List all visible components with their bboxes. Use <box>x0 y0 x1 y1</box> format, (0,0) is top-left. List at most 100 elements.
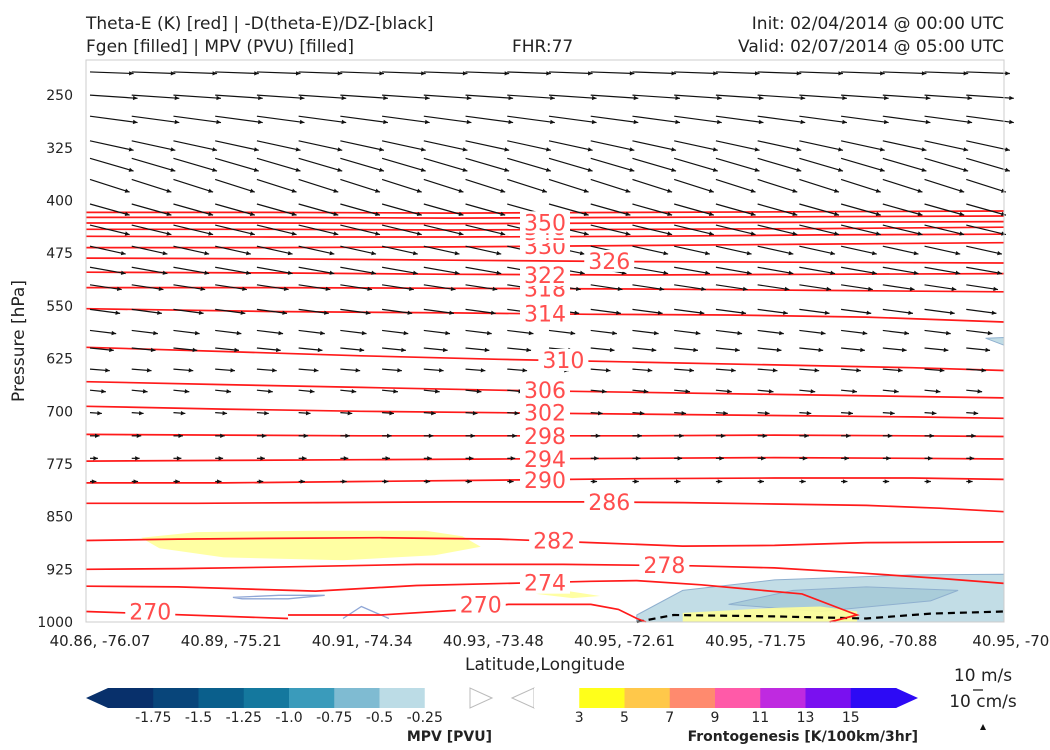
theta-e-contour-274-2 <box>85 579 860 623</box>
wind-vector-head <box>341 119 347 125</box>
wind-vector-head <box>425 479 431 484</box>
wind-vector-head <box>908 310 913 315</box>
wind-vector-head <box>1000 188 1006 193</box>
wind-vector-head <box>397 368 402 373</box>
wind-vector-shaft <box>423 266 460 275</box>
wind-vector-head <box>217 479 222 484</box>
wind-vector-head <box>949 310 955 315</box>
wind-vector-head <box>963 167 969 172</box>
wind-vector-shaft <box>340 140 385 151</box>
wind-vector-shaft <box>882 203 923 216</box>
wind-vector-head <box>868 286 873 292</box>
fgen-colorbar-tick: 7 <box>665 710 674 726</box>
wind-vector-head <box>879 167 885 172</box>
wind-vector-head <box>629 167 635 172</box>
wind-vector-shaft <box>256 71 301 75</box>
wind-vector-shaft <box>215 266 251 275</box>
contour-label: 278 <box>643 554 685 579</box>
mpv-colorbar-label: MPV [PVU] <box>407 729 492 745</box>
wind-vector-shaft <box>924 203 965 216</box>
wind-vector-head <box>625 188 631 193</box>
fgen-colorbar-tick: 13 <box>797 710 815 726</box>
theta-e-contour-326-15 <box>85 257 1005 264</box>
wind-vector-shaft <box>840 203 881 216</box>
wind-vector-head <box>629 147 635 152</box>
wind-vector-head <box>299 119 305 125</box>
wind-vector-shaft <box>966 140 1011 151</box>
wind-vector-head <box>268 389 273 394</box>
wind-vector-head <box>818 347 824 353</box>
wind-vector-shaft <box>966 308 997 314</box>
wind-vector-shaft <box>131 71 176 75</box>
wind-vector-head <box>208 231 214 236</box>
wind-vector-head <box>801 479 806 484</box>
wind-vector-shaft <box>89 157 134 172</box>
wind-vector-head <box>612 330 617 336</box>
wind-vector-shaft <box>423 245 460 255</box>
fgen-colorbar-left-extend <box>510 687 535 709</box>
mpv-colorbar-segment <box>289 688 335 708</box>
wind-vector-head <box>671 147 677 152</box>
wind-vector-head <box>708 211 714 216</box>
contour-label-bg <box>520 379 570 402</box>
contour-label-bg <box>520 448 570 471</box>
mpv-fill-2 <box>985 336 1005 346</box>
contour-label: 298 <box>524 425 566 450</box>
wind-vector-shaft <box>966 224 1007 236</box>
wind-vector-head <box>890 410 895 416</box>
wind-vector-head <box>166 211 172 216</box>
wind-vector-shaft <box>214 178 256 193</box>
wind-vector-shaft <box>924 157 969 172</box>
wind-vector-head <box>303 433 309 439</box>
wind-vector-head <box>875 211 881 216</box>
wind-vector-head <box>875 231 881 236</box>
wind-vector-shaft <box>799 140 844 151</box>
wind-vector-shaft <box>381 266 418 275</box>
wind-vector-head <box>146 368 152 373</box>
wind-vector-shaft <box>131 284 164 291</box>
wind-vector-shaft <box>215 94 263 99</box>
wind-vector-head <box>222 410 228 416</box>
wind-vector-head <box>462 71 468 76</box>
wind-vector-head <box>705 270 710 275</box>
wind-vector-shaft <box>715 308 747 314</box>
wind-vector-shaft <box>590 157 635 172</box>
wind-vector-head <box>768 389 774 394</box>
wind-vector-head <box>403 330 409 336</box>
wind-vector-head <box>838 147 843 152</box>
wind-vector-head <box>639 410 645 416</box>
reference-vector-horizontal-label: 10 m/s <box>954 666 1012 686</box>
wind-vector-head <box>663 270 669 275</box>
wind-vector-head <box>261 433 267 439</box>
contour-label-bg <box>455 593 506 616</box>
mpv-colorbar-segment <box>153 688 199 708</box>
wind-vector-head <box>458 188 464 193</box>
wind-vector-head <box>1004 167 1010 172</box>
wind-vector-head <box>879 147 885 152</box>
wind-vector-head <box>234 347 239 353</box>
wind-vector-shaft <box>840 266 877 275</box>
wind-vector-shaft <box>340 71 384 75</box>
wind-vector-head <box>959 231 965 236</box>
wind-vector-shaft <box>674 203 714 216</box>
wind-vector-head <box>162 270 168 275</box>
wind-vector-shaft <box>256 308 288 314</box>
wind-vector-head <box>109 347 114 353</box>
wind-vector-head <box>897 368 903 373</box>
wind-vector-head <box>510 456 516 461</box>
wind-vector-shaft <box>423 157 468 172</box>
wind-vector-head <box>717 119 722 125</box>
wind-vector-head <box>759 479 764 484</box>
wind-vector-head <box>617 286 623 292</box>
wind-vector-shaft <box>131 157 176 172</box>
mpv-colorbar-right-extend <box>469 687 494 709</box>
wind-vector-head <box>834 188 840 193</box>
wind-vector-shaft <box>382 115 430 124</box>
wind-vector-head <box>792 231 798 236</box>
wind-vector-shaft <box>173 178 214 193</box>
wind-vector-head <box>968 479 973 484</box>
wind-vector-head <box>220 433 225 439</box>
wind-vector-head <box>583 188 589 193</box>
wind-vector-shaft <box>882 308 914 314</box>
wind-vector-head <box>820 330 826 336</box>
